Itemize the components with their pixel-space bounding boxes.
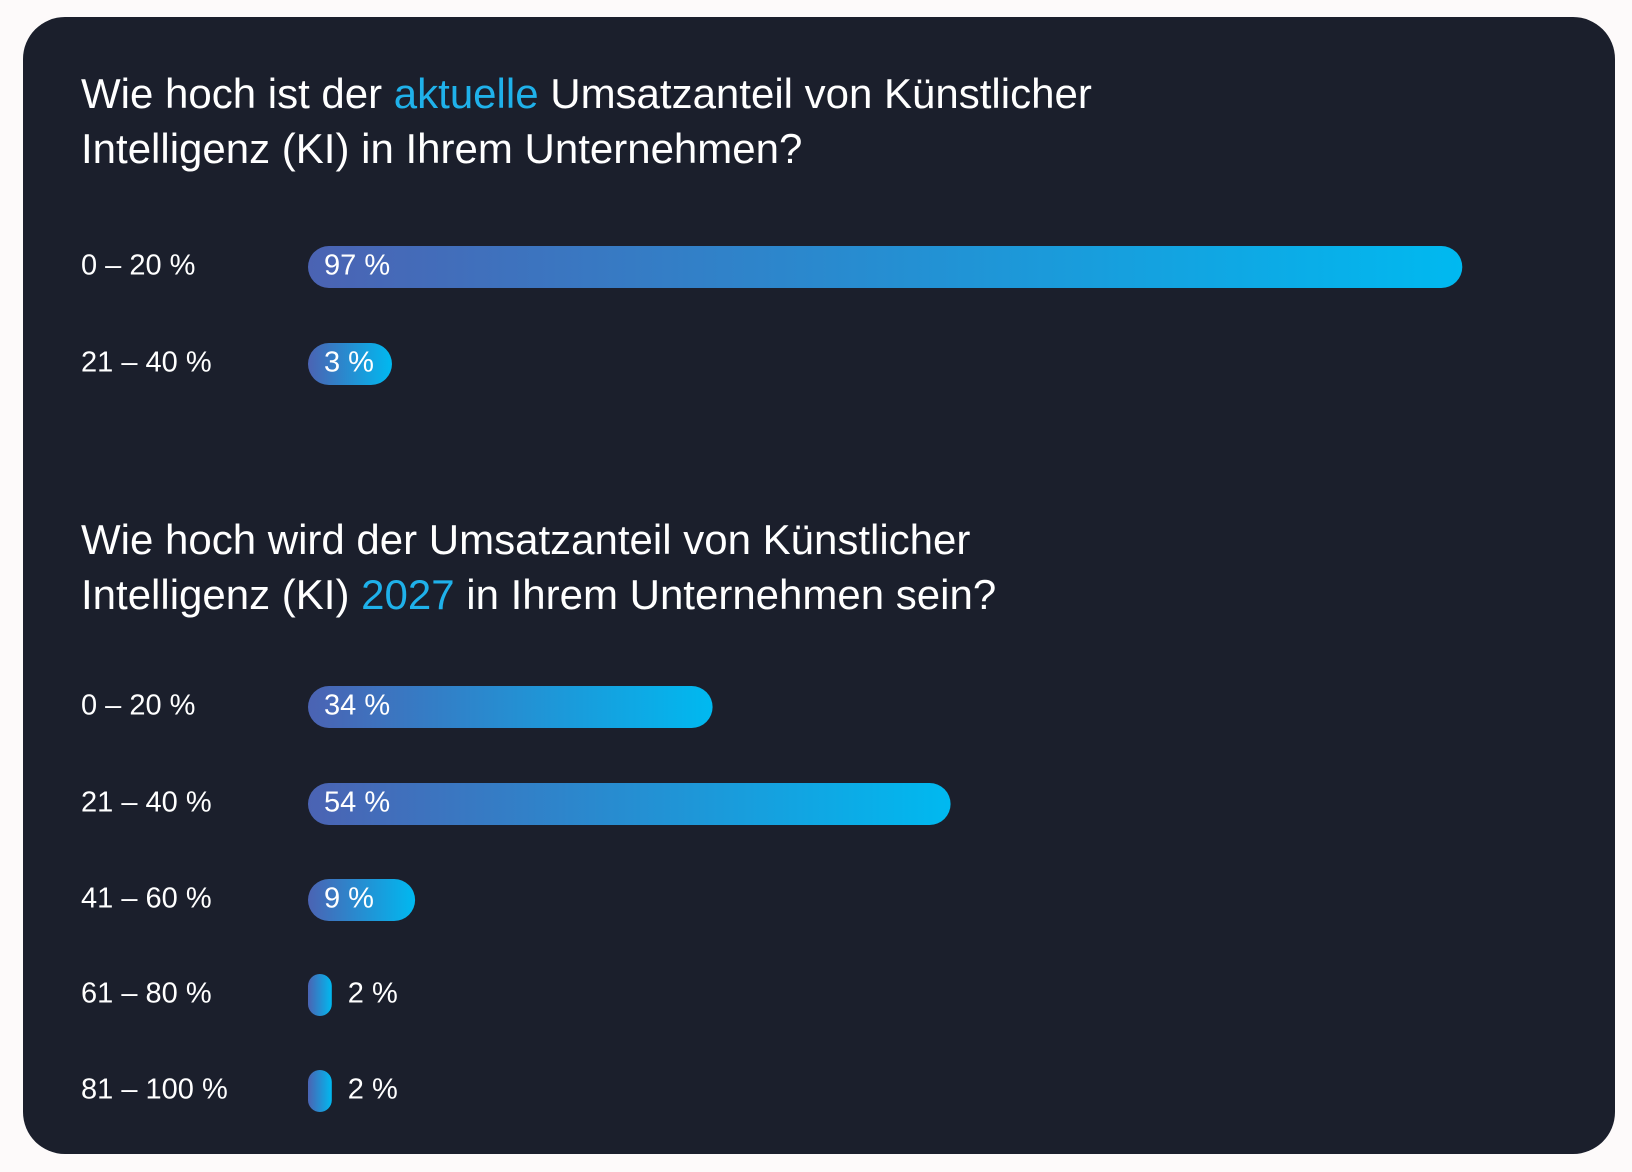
value-label: 34 % [324,690,390,722]
category-label: 61 – 80 % [81,978,212,1010]
bar [308,974,332,1016]
value-label: 54 % [324,787,390,819]
category-label: 81 – 100 % [81,1074,228,1106]
category-label: 0 – 20 % [81,690,195,722]
title-segment: Intelligenz (KI) in Ihrem Unternehmen? [81,125,802,172]
bar [308,879,416,921]
bar [308,1070,332,1112]
title-segment: aktuelle [394,70,539,117]
title-segment: in Ihrem Unternehmen sein? [455,571,997,618]
title-segment: Intelligenz (KI) [81,571,361,618]
value-label: 9 % [324,883,374,915]
category-label: 0 – 20 % [81,250,195,282]
bar [308,343,392,385]
bar [308,246,1463,288]
chart-title: Wie hoch ist der aktuelle Umsatzanteil v… [81,70,1092,117]
card [23,17,1615,1154]
title-segment: Wie hoch ist der [81,70,394,117]
chart-title: Wie hoch wird der Umsatzanteil von Künst… [81,516,970,563]
title-segment: Umsatzanteil von Künstlicher [539,70,1092,117]
title-segment: 2027 [361,571,454,618]
chart-title: Intelligenz (KI) 2027 in Ihrem Unternehm… [81,571,996,618]
value-label: 3 % [324,347,374,379]
value-label: 2 % [348,978,398,1010]
category-label: 41 – 60 % [81,883,212,915]
bar [308,783,951,825]
chart-title: Intelligenz (KI) in Ihrem Unternehmen? [81,125,802,172]
bar [308,686,713,728]
category-label: 21 – 40 % [81,347,212,379]
category-label: 21 – 40 % [81,787,212,819]
value-label: 97 % [324,250,390,282]
value-label: 2 % [348,1074,398,1106]
title-segment: Wie hoch wird der Umsatzanteil von Künst… [81,516,970,563]
